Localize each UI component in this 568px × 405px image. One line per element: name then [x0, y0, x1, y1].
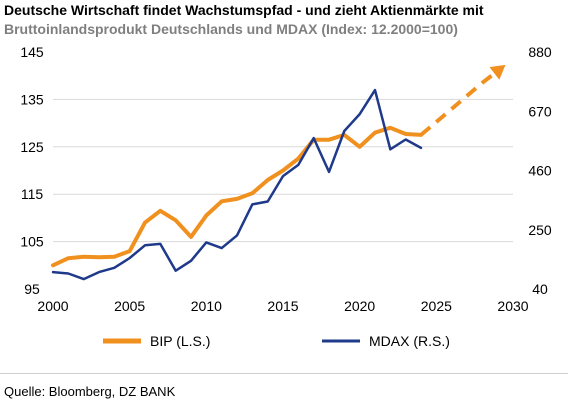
- chart-title: Deutsche Wirtschaft findet Wachstumspfad…: [4, 2, 484, 18]
- y-left-tick-label: 105: [20, 234, 44, 250]
- x-tick-label: 2000: [37, 298, 68, 314]
- y-left-tick-label: 115: [21, 186, 44, 202]
- x-tick-label: 2010: [191, 298, 222, 314]
- bip-line: [51, 125, 423, 268]
- y-left-tick-label: 135: [20, 91, 44, 107]
- y-right-tick-label: 460: [528, 163, 552, 179]
- axes: 145 135 125 115 105 95 880 670 460 250 40 2000 2005 2…: [20, 44, 552, 314]
- footer-divider: [0, 373, 568, 374]
- x-tick-label: 2015: [267, 298, 298, 314]
- x-tick-label: 2005: [114, 298, 145, 314]
- x-tick-label: 2030: [497, 298, 528, 314]
- chart-area: 145 135 125 115 105 95 880 670 460 250 40 2000 2005 2…: [20, 44, 552, 349]
- y-right-tick-label: 40: [532, 281, 548, 297]
- y-left-tick-label: 145: [20, 44, 44, 60]
- y-left-tick-label: 95: [24, 281, 40, 297]
- y-right-tick-label: 880: [528, 44, 552, 60]
- x-tick-label: 2025: [421, 298, 452, 314]
- x-tick-label: 2020: [344, 298, 375, 314]
- series-group: [51, 64, 506, 281]
- y-right-tick-label: 670: [528, 103, 552, 119]
- chart-subtitle: Bruttoinlandsprodukt Deutschlands und MD…: [4, 21, 458, 37]
- mdax-line: [51, 88, 423, 281]
- source-note: Quelle: Bloomberg, DZ BANK: [4, 384, 176, 399]
- legend-label: MDAX (R.S.): [369, 333, 450, 349]
- y-left-tick-label: 125: [20, 139, 44, 155]
- y-right-tick-label: 250: [528, 222, 552, 238]
- forecast-arrowhead: [489, 64, 506, 80]
- grid-lines: [53, 98, 513, 243]
- legend: BIP (L.S.) MDAX (R.S.): [103, 333, 450, 349]
- legend-label: BIP (L.S.): [150, 333, 210, 349]
- forecast-line: [419, 67, 502, 137]
